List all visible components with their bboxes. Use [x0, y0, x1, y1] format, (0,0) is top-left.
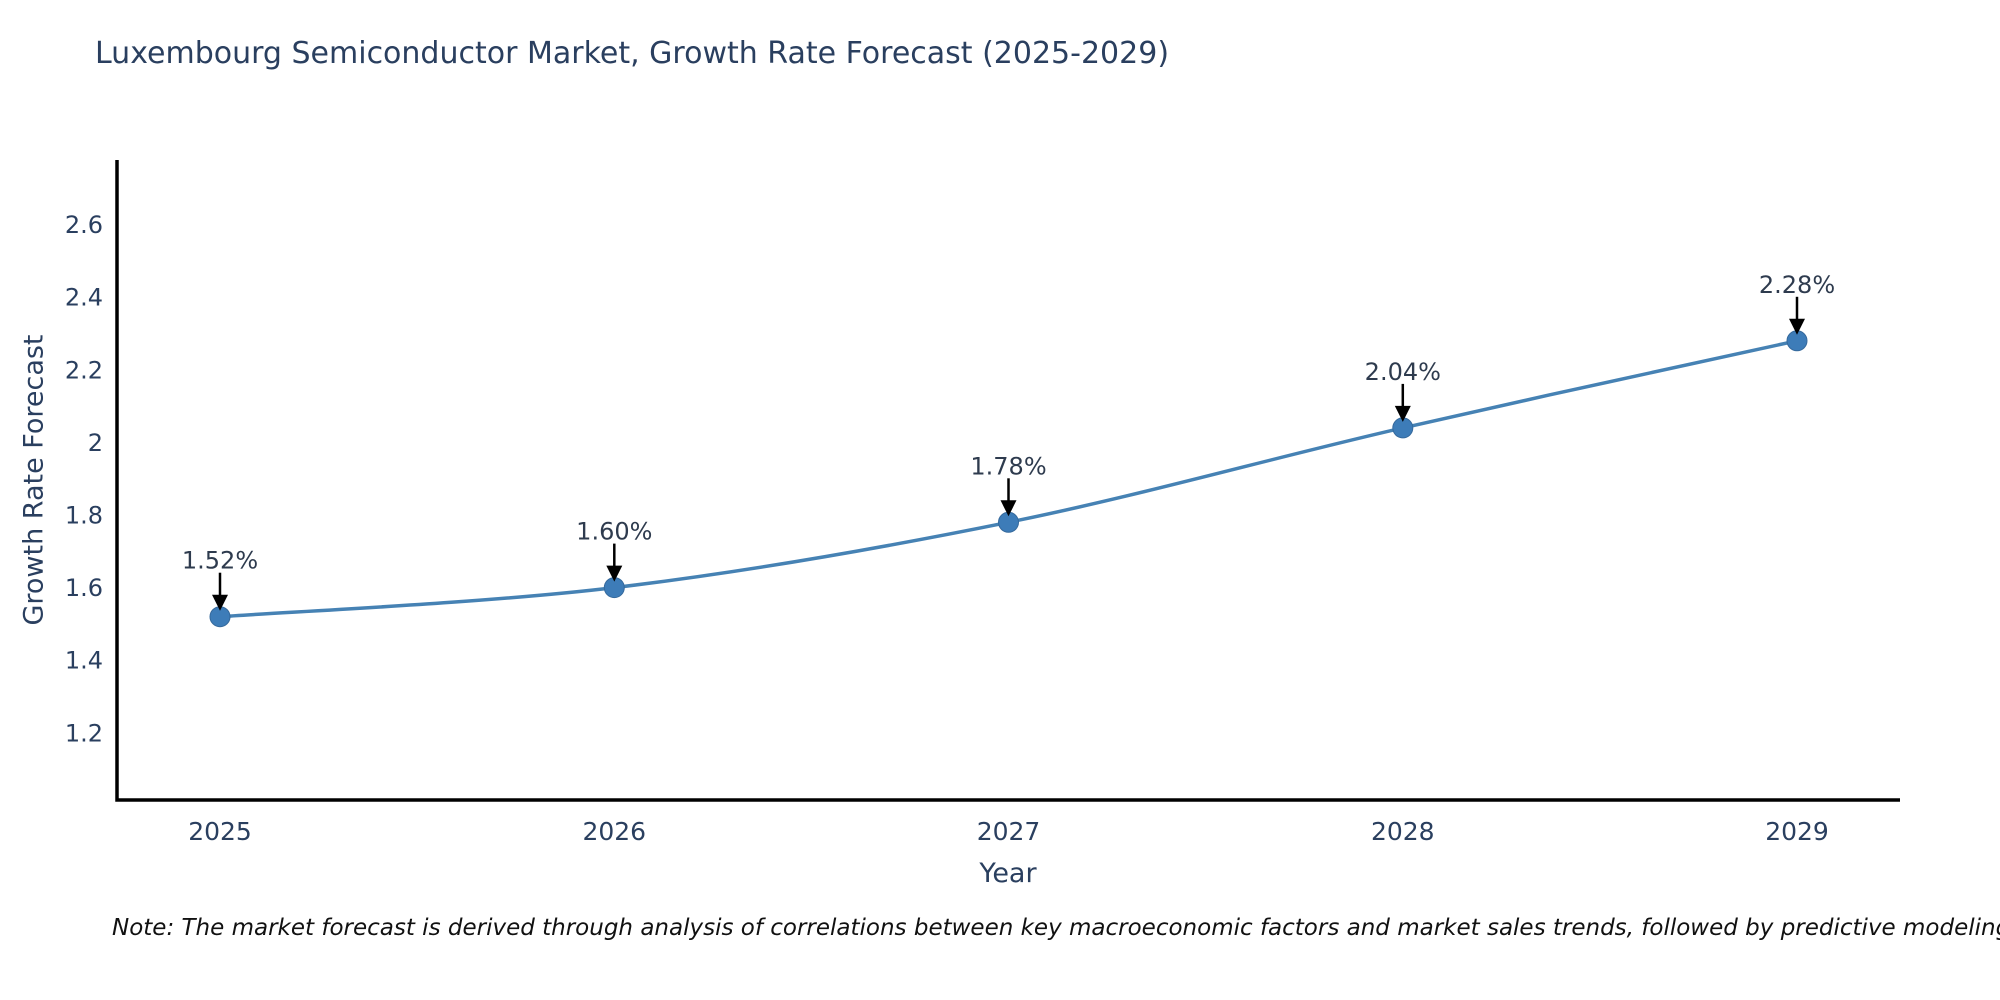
point-label: 1.78%	[970, 452, 1046, 480]
y-tick-label: 2.4	[65, 284, 103, 312]
y-tick-label: 2.2	[65, 356, 103, 384]
y-tick-label: 1.8	[65, 502, 103, 530]
footnote: Note: The market forecast is derived thr…	[112, 915, 2000, 941]
point-label: 1.52%	[182, 547, 258, 575]
x-tick-label: 2025	[188, 817, 252, 846]
x-axis-title: Year	[979, 858, 1037, 889]
y-tick-label: 1.2	[65, 719, 103, 747]
x-tick-label: 2026	[582, 817, 646, 846]
y-tick-label: 2.6	[65, 211, 103, 239]
annotation-arrowhead	[212, 594, 228, 611]
annotation-arrowhead	[1394, 405, 1411, 422]
annotation-arrowhead	[1789, 318, 1805, 335]
point-label: 2.04%	[1365, 358, 1441, 386]
annotation-arrowhead	[606, 565, 623, 582]
x-tick-label: 2027	[977, 817, 1041, 846]
chart-title: Luxembourg Semiconductor Market, Growth …	[95, 36, 1170, 71]
axis-line	[115, 160, 1900, 802]
y-tick-label: 2	[88, 429, 103, 457]
x-tick-label: 2028	[1371, 817, 1435, 846]
y-tick-label: 1.6	[65, 574, 103, 602]
point-label: 1.60%	[576, 518, 652, 546]
annotation-arrowhead	[1000, 500, 1017, 517]
x-tick-label: 2029	[1765, 817, 1829, 846]
point-label: 2.28%	[1759, 271, 1835, 299]
y-tick-label: 1.4	[65, 647, 103, 675]
